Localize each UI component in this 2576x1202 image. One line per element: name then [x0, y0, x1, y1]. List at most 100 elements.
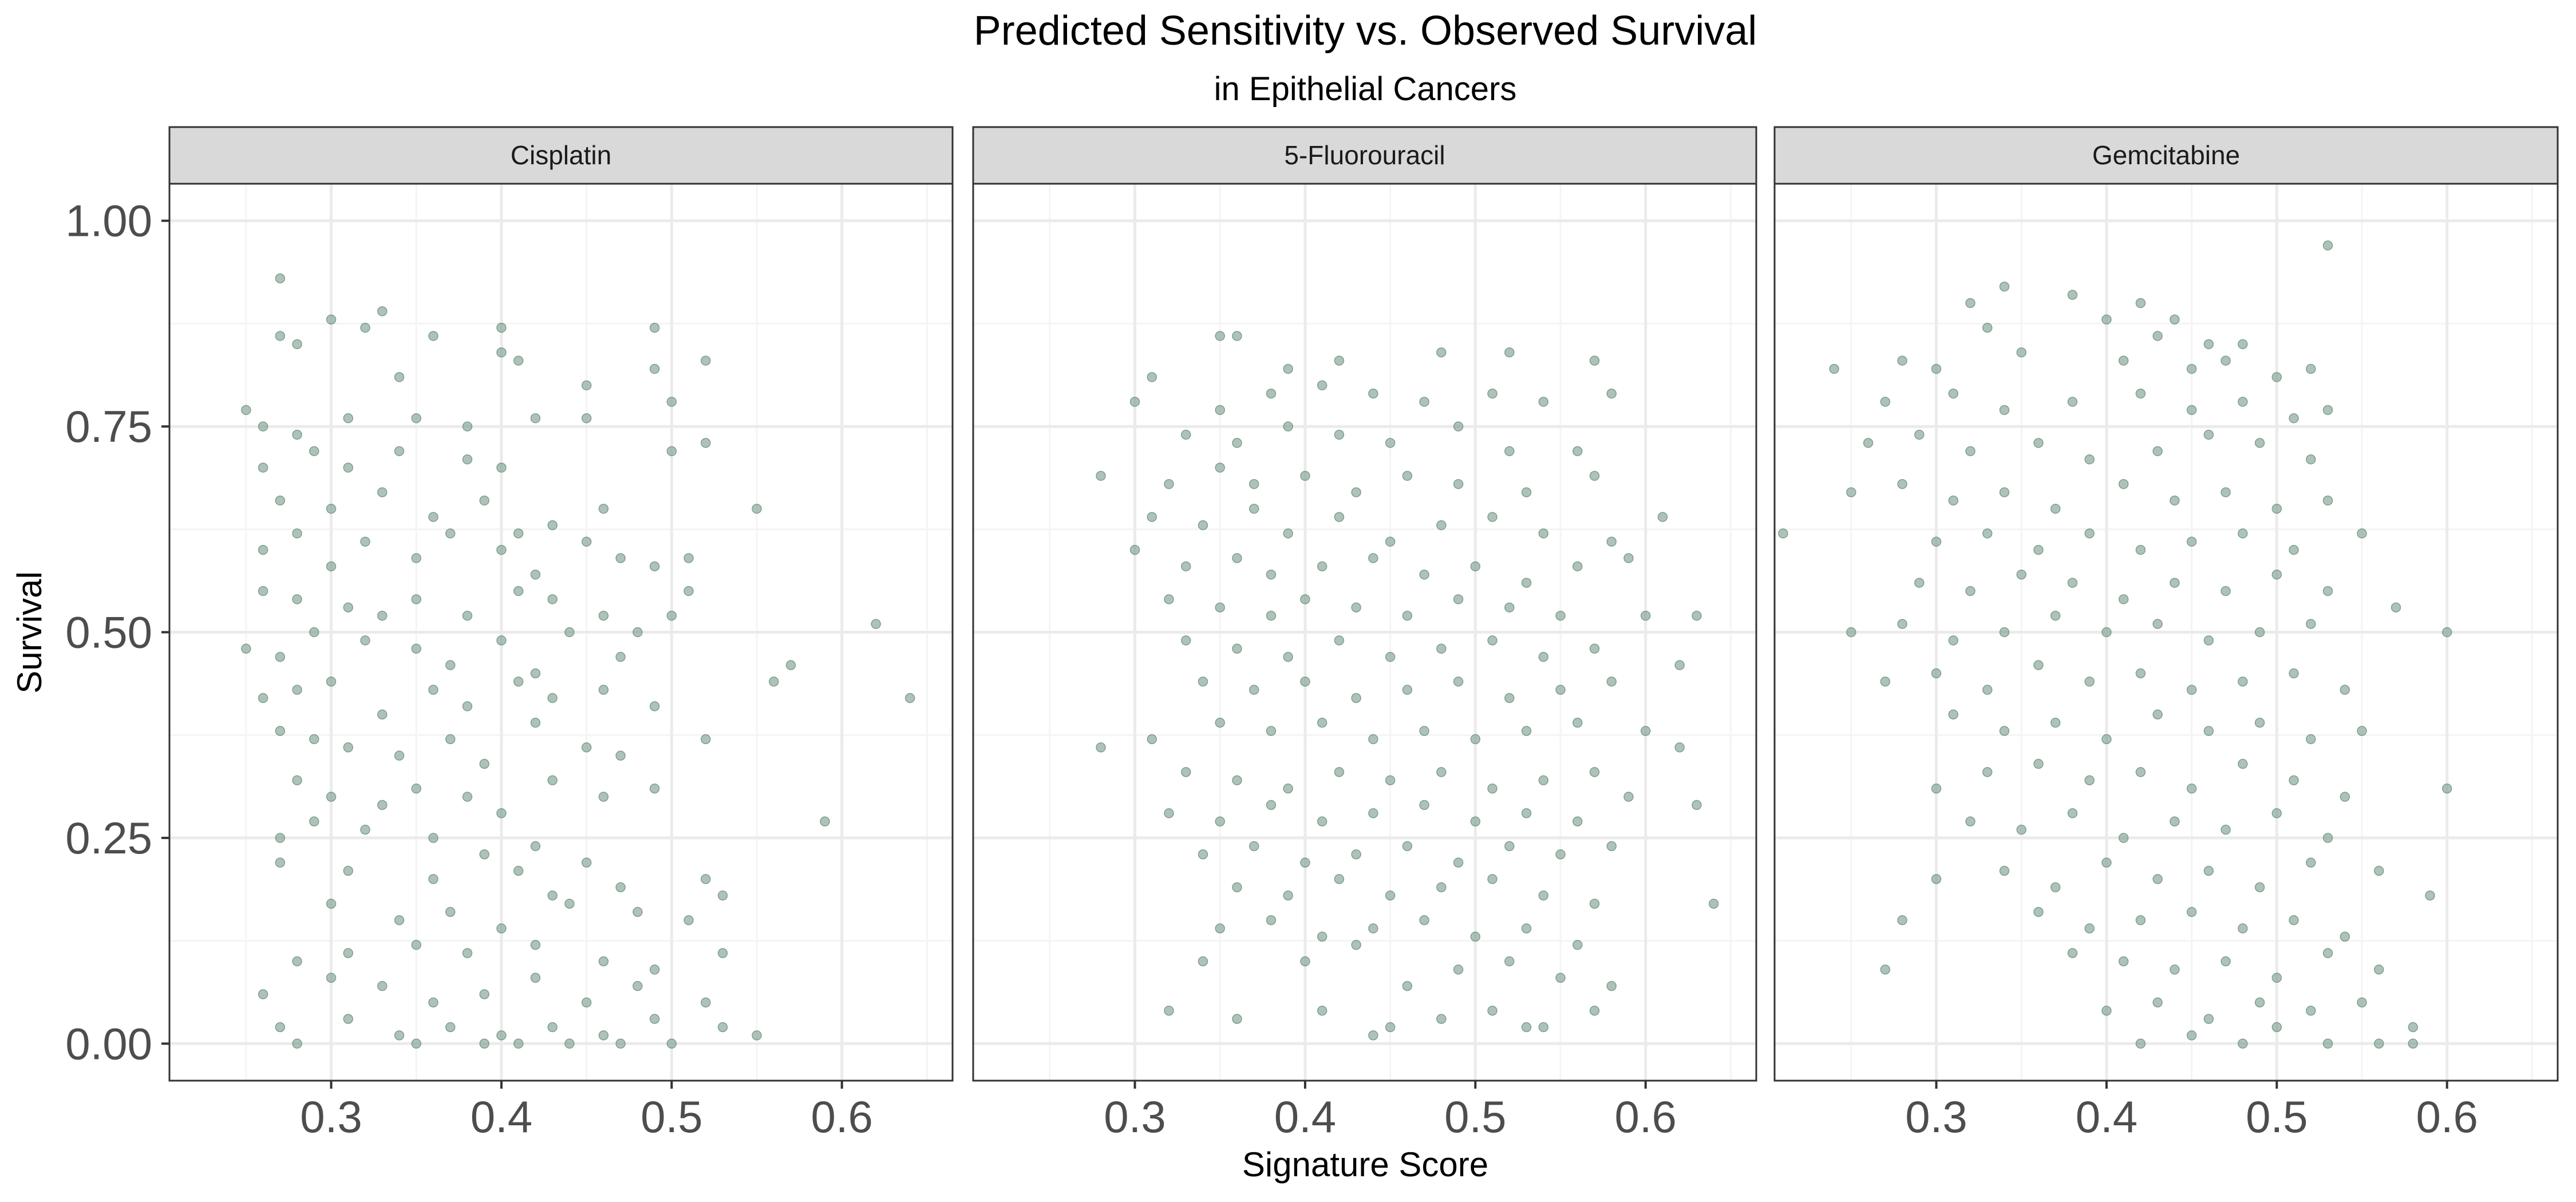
- data-point: [683, 915, 694, 926]
- data-point: [1572, 940, 1583, 950]
- data-point: [701, 874, 711, 884]
- data-point: [2289, 544, 2299, 555]
- data-point: [2050, 610, 2061, 621]
- data-point: [2441, 627, 2452, 638]
- data-point: [2425, 890, 2435, 901]
- data-point: [1164, 594, 1174, 604]
- data-point: [2271, 1022, 2282, 1033]
- facet-strip: [1773, 126, 2559, 185]
- data-point: [292, 685, 302, 695]
- data-point: [1419, 800, 1429, 810]
- data-point: [1232, 643, 1242, 654]
- data-point: [581, 536, 592, 547]
- data-point: [2221, 586, 2231, 596]
- data-point: [1215, 331, 1225, 341]
- data-point: [326, 561, 337, 572]
- data-point: [258, 421, 268, 432]
- data-point: [1982, 322, 1993, 333]
- data-point: [1215, 816, 1225, 827]
- x-tick-label: 0.4: [471, 1092, 532, 1142]
- data-point: [1215, 405, 1225, 416]
- data-point: [1334, 874, 1345, 884]
- data-point: [1982, 528, 1993, 539]
- facet-strip-label: 5-Fluorouracil: [1284, 140, 1445, 170]
- data-point: [258, 586, 268, 596]
- data-point: [2186, 536, 2197, 547]
- data-point: [2186, 783, 2197, 794]
- data-point: [2221, 824, 2231, 835]
- data-point: [530, 717, 541, 728]
- data-point: [1931, 668, 1942, 679]
- data-point: [649, 964, 660, 975]
- data-point: [2084, 775, 2095, 786]
- data-point: [1317, 380, 1327, 390]
- data-point: [1606, 677, 1617, 687]
- data-point: [479, 495, 489, 506]
- data-point: [1300, 470, 1310, 481]
- data-point: [2322, 586, 2333, 596]
- data-point: [701, 438, 711, 448]
- data-point: [1606, 388, 1617, 399]
- data-point: [2289, 915, 2299, 926]
- data-point: [292, 775, 302, 786]
- data-point: [1147, 512, 1157, 522]
- data-point: [360, 635, 370, 646]
- data-point: [1521, 578, 1532, 588]
- data-point: [1317, 816, 1327, 827]
- data-point: [1385, 536, 1396, 547]
- data-point: [1982, 685, 1993, 695]
- data-point: [1948, 495, 1959, 506]
- data-point: [717, 890, 728, 901]
- facet-strip: [168, 126, 954, 185]
- data-point: [649, 783, 660, 794]
- data-point: [513, 355, 524, 366]
- data-point: [1232, 882, 1242, 892]
- data-point: [564, 899, 575, 909]
- data-point: [1555, 849, 1566, 860]
- data-point: [411, 413, 421, 424]
- data-point: [752, 1030, 762, 1041]
- data-point: [462, 610, 473, 621]
- data-point: [326, 972, 337, 983]
- data-point: [411, 594, 421, 604]
- data-point: [1283, 783, 1293, 794]
- data-point: [1674, 660, 1685, 670]
- data-point: [2408, 1022, 2418, 1033]
- data-point: [2135, 767, 2146, 777]
- data-point: [309, 734, 319, 745]
- panel-border: [1773, 183, 2559, 1082]
- data-point: [1999, 405, 2010, 416]
- y-tick-label: 1.00: [65, 196, 152, 246]
- data-point: [1198, 520, 1208, 531]
- data-point: [1453, 594, 1464, 604]
- data-point: [1897, 479, 1907, 489]
- data-point: [1368, 808, 1378, 819]
- data-point: [2033, 907, 2044, 918]
- data-point: [513, 677, 524, 687]
- data-point: [1999, 726, 2010, 736]
- data-point: [1982, 767, 1993, 777]
- data-point: [530, 972, 541, 983]
- data-point: [1419, 570, 1429, 580]
- data-point: [326, 792, 337, 802]
- panel-gemcitabine: Gemcitabine 0.3 0.4 0.5 0.6: [1773, 126, 2559, 1142]
- x-axis-title: Signature Score: [1242, 1145, 1488, 1184]
- data-point: [1283, 421, 1293, 432]
- data-point: [1640, 610, 1651, 621]
- data-point: [1880, 397, 1891, 407]
- data-point: [496, 923, 507, 934]
- data-point: [683, 553, 694, 563]
- data-point: [1266, 388, 1277, 399]
- data-point: [2170, 816, 2180, 827]
- data-point: [1999, 487, 2010, 497]
- data-point: [241, 643, 251, 654]
- data-point: [1283, 363, 1293, 374]
- data-point: [1368, 734, 1378, 745]
- data-point: [2254, 997, 2265, 1008]
- data-point: [1521, 923, 1532, 934]
- data-point: [666, 397, 677, 407]
- data-point: [2221, 355, 2231, 366]
- data-point: [649, 701, 660, 711]
- x-tick-label: 0.5: [1444, 1092, 1506, 1142]
- data-point: [292, 956, 302, 967]
